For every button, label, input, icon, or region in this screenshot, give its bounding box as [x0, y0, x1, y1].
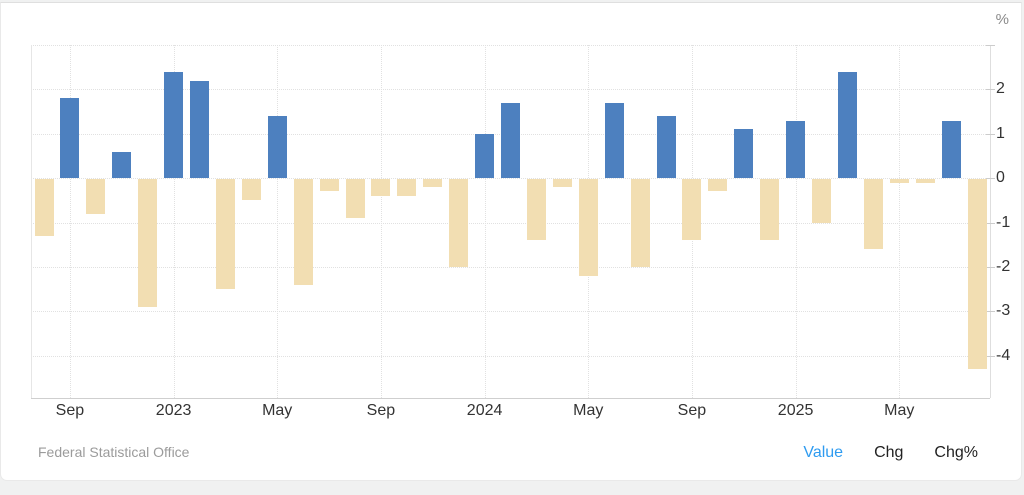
- bar-2024-08[interactable]: [656, 116, 676, 179]
- x-tick-label-1: Sep: [55, 402, 85, 419]
- bar-2024-11[interactable]: [734, 129, 754, 179]
- bar-2025-04[interactable]: [863, 179, 883, 250]
- gridline-y--4: [31, 355, 990, 357]
- legend-toggle-chg[interactable]: Chg: [874, 444, 904, 461]
- legend-toggle-value[interactable]: Value: [803, 444, 844, 461]
- gridline-y--1: [31, 222, 990, 224]
- x-tick-label-33: May: [884, 402, 915, 419]
- bar-2024-09[interactable]: [682, 179, 702, 241]
- bar-2025-03[interactable]: [837, 71, 857, 179]
- bar-2025-02[interactable]: [812, 179, 831, 223]
- bar-2023-04[interactable]: [241, 179, 261, 201]
- bar-2023-10[interactable]: [397, 179, 417, 196]
- source-attribution: Federal Statistical Office: [38, 444, 190, 460]
- y-tick-label-2: 2: [996, 80, 1005, 98]
- y-tick--2: [986, 267, 995, 268]
- bar-2022-11[interactable]: [112, 151, 132, 179]
- bar-2022-08[interactable]: [34, 179, 54, 236]
- gridline-x-Sep: [69, 45, 71, 398]
- bar-2024-06[interactable]: [604, 102, 624, 179]
- y-tick-label-1: 1: [996, 124, 1005, 142]
- bar-2025-06[interactable]: [915, 179, 935, 183]
- y-axis-unit-label: %: [995, 11, 1009, 28]
- y-tick-1: [986, 133, 995, 135]
- gridline-x-2023: [173, 45, 175, 398]
- bar-2025-08[interactable]: [967, 179, 987, 370]
- y-tick--1: [986, 222, 995, 224]
- y-tick--4: [986, 355, 995, 357]
- gridline-x-May: [899, 45, 901, 398]
- bar-2024-12[interactable]: [760, 179, 780, 241]
- y-tick-3: [986, 45, 995, 46]
- chart-legend: Value Chg Chg%: [803, 444, 978, 462]
- x-tick-label-17: 2024: [466, 402, 503, 419]
- x-tick-label-21: May: [573, 402, 604, 419]
- gridline-y-0: [31, 178, 990, 180]
- gridline-x-Sep: [380, 45, 382, 398]
- x-tick-label-5: 2023: [155, 402, 192, 419]
- bar-2023-12[interactable]: [449, 179, 469, 267]
- x-axis-line: [31, 398, 990, 399]
- bar-2023-11[interactable]: [423, 179, 443, 188]
- x-tick-label-29: 2025: [777, 402, 814, 419]
- bar-2023-08[interactable]: [345, 179, 365, 219]
- bar-2025-07[interactable]: [941, 120, 961, 179]
- x-tick-label-13: Sep: [366, 402, 396, 419]
- bar-2023-05[interactable]: [267, 116, 287, 179]
- bar-2024-03[interactable]: [526, 179, 546, 241]
- gridline-y--3: [31, 311, 990, 313]
- y-axis-left-line: [31, 45, 32, 398]
- bar-2024-01[interactable]: [475, 133, 495, 179]
- y-axis-right-line: [990, 45, 991, 398]
- bar-2025-05[interactable]: [889, 179, 909, 183]
- y-tick-label--2: -2: [996, 258, 1011, 275]
- bar-2023-06[interactable]: [293, 179, 313, 285]
- gridline-y-3: [31, 45, 990, 46]
- gridline-x-2025: [795, 45, 797, 398]
- bar-2024-10[interactable]: [708, 179, 728, 192]
- y-tick-label--3: -3: [996, 302, 1011, 320]
- y-tick-2: [986, 89, 995, 91]
- gridline-y--2: [31, 267, 990, 268]
- x-tick-label-25: Sep: [677, 402, 707, 419]
- bar-2022-09[interactable]: [60, 98, 80, 179]
- y-tick-label-0: 0: [996, 169, 1005, 187]
- bar-2024-07[interactable]: [630, 179, 650, 267]
- y-tick-label--4: -4: [996, 346, 1011, 364]
- bar-2022-12[interactable]: [138, 179, 158, 307]
- bar-2023-07[interactable]: [319, 179, 339, 192]
- bar-2024-04[interactable]: [552, 179, 572, 188]
- bar-2022-10[interactable]: [86, 179, 106, 214]
- x-tick-label-9: May: [262, 402, 293, 419]
- gridline-x-2024: [484, 45, 486, 398]
- bar-2025-01[interactable]: [786, 120, 806, 179]
- gridline-y-2: [31, 89, 990, 91]
- gridline-x-May: [277, 45, 279, 398]
- bar-2023-03[interactable]: [215, 179, 235, 290]
- y-tick-label--1: -1: [996, 213, 1011, 231]
- bar-2024-05[interactable]: [578, 179, 598, 276]
- y-tick--3: [986, 311, 995, 313]
- bar-2023-02[interactable]: [190, 80, 209, 179]
- bar-2024-02[interactable]: [501, 102, 520, 179]
- bar-2023-09[interactable]: [371, 179, 391, 196]
- y-tick-0: [986, 178, 995, 180]
- legend-toggle-chgpct[interactable]: Chg%: [934, 444, 978, 461]
- bar-2023-01[interactable]: [164, 71, 184, 179]
